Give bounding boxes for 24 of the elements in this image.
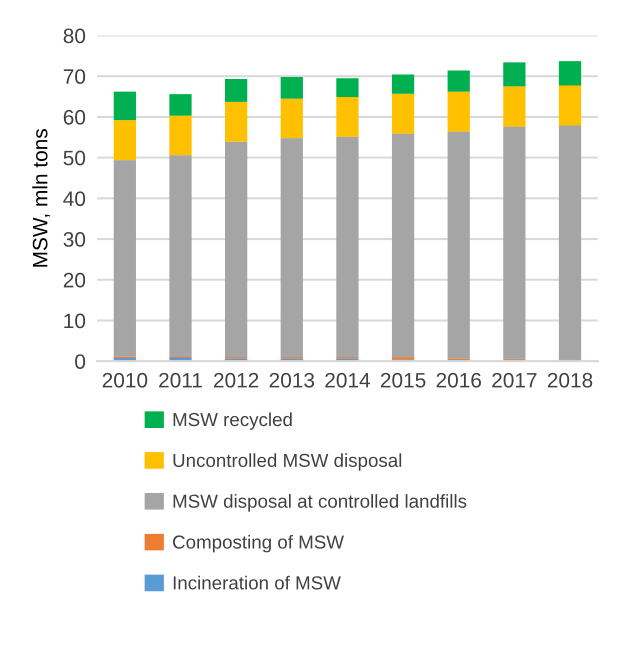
y-tick-label: 50 — [64, 150, 86, 166]
legend-label: Composting of MSW — [173, 534, 344, 552]
legend-label: MSW recycled — [174, 412, 292, 430]
y-axis-title: MSW, mln tons — [32, 129, 50, 267]
x-tick-label: 2016 — [436, 372, 481, 388]
x-tick-label: 2010 — [102, 372, 148, 388]
y-tick-label: 60 — [64, 110, 86, 125]
y-tick-label: 10 — [64, 313, 86, 328]
x-tick-label: 2014 — [325, 372, 370, 388]
y-tick-label: 70 — [64, 69, 86, 84]
x-tick-label: 2015 — [380, 372, 426, 388]
y-tick-label: 40 — [63, 191, 86, 206]
y-tick-label: 20 — [64, 272, 86, 288]
x-tick-label: 2011 — [159, 372, 202, 388]
legend-label: Uncontrolled MSW disposal — [174, 453, 402, 471]
y-tick-label: 30 — [64, 232, 86, 247]
x-tick-label: 2018 — [548, 372, 592, 388]
x-tick-label: 2013 — [270, 372, 314, 388]
y-tick-label: 80 — [64, 28, 86, 44]
x-tick-label: 2017 — [492, 372, 536, 388]
legend-label: MSW disposal at controlled landfills — [174, 494, 466, 512]
x-tick-label: 2012 — [214, 372, 258, 388]
y-tick-label: 0 — [75, 354, 86, 369]
legend-label: Incineration of MSW — [174, 576, 341, 590]
